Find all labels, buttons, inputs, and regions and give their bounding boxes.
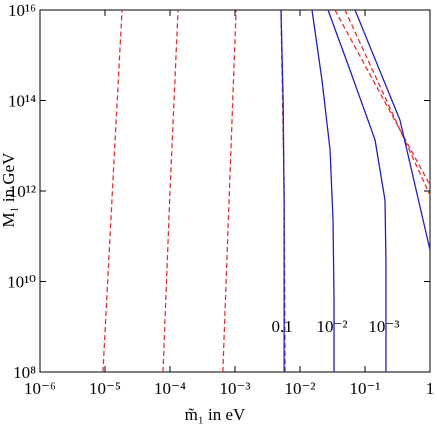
curve	[327, 9, 387, 372]
x-axis-label: m̃₁ in eV	[185, 405, 246, 424]
curve	[280, 9, 286, 373]
x-tick-label: 1	[426, 379, 435, 398]
x-tick-label: 10⁻⁴	[154, 379, 186, 398]
curve	[354, 9, 431, 251]
y-tick-label: 10¹⁶	[8, 1, 36, 20]
curve	[222, 9, 237, 373]
curve	[162, 9, 179, 373]
curve	[344, 9, 431, 196]
y-axis-label: M₁ in GeV	[0, 152, 18, 228]
curve	[334, 9, 431, 186]
x-tick-label: 10⁻⁶	[24, 379, 56, 398]
y-tick-label: 10¹⁴	[8, 92, 36, 111]
x-tick-label: 10⁻³	[219, 379, 250, 398]
curve	[280, 9, 285, 372]
curve-label: 0.1	[272, 317, 293, 336]
curve	[102, 9, 123, 373]
curve	[311, 9, 335, 372]
y-tick-label: 10⁸	[13, 363, 36, 382]
curve-label: 10⁻²	[317, 317, 348, 336]
y-tick-label: 10¹⁰	[7, 273, 36, 292]
x-tick-label: 10⁻⁵	[89, 379, 121, 398]
x-tick-label: 10⁻¹	[349, 379, 380, 398]
curve-label: 10⁻³	[368, 317, 399, 336]
y-tick-label: 10¹²	[9, 182, 36, 201]
x-tick-label: 10⁻²	[284, 379, 315, 398]
